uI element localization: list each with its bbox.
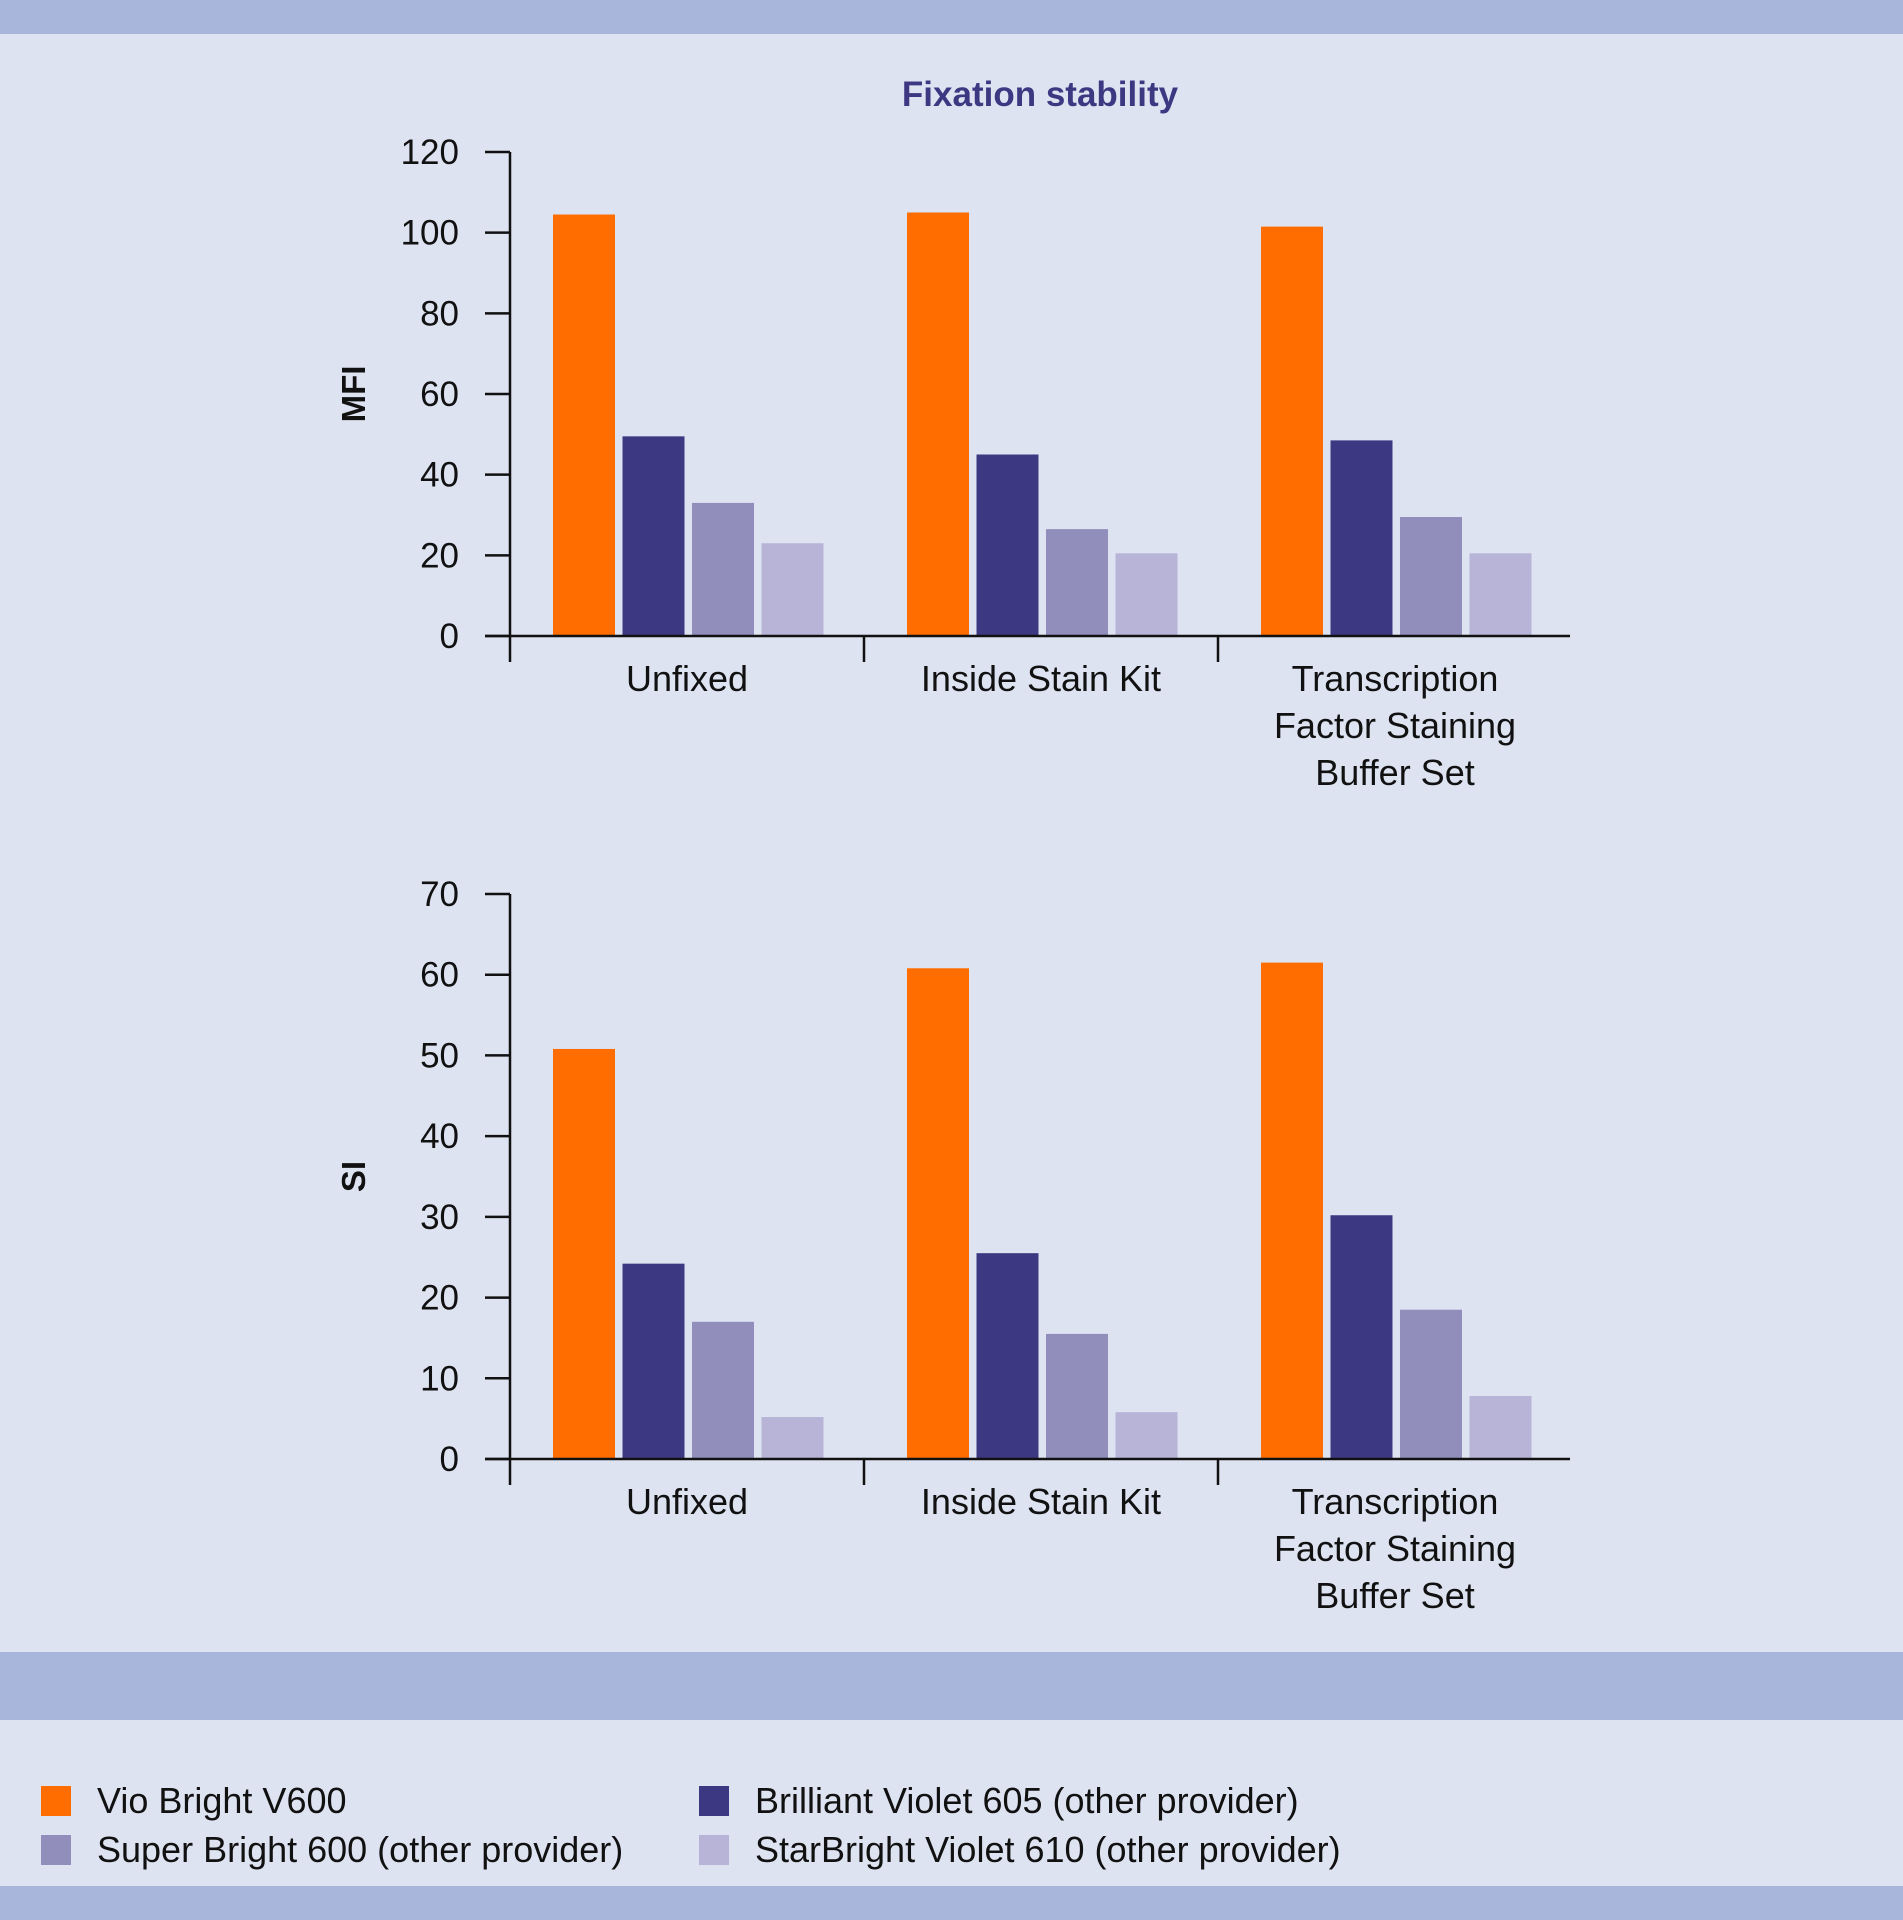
bar-starbright-violet-610-other-provider-1 [761, 1417, 824, 1459]
y-tick-label: 120 [401, 133, 459, 172]
x-tick-label: Inside Stain Kit [921, 658, 1161, 699]
y-tick-label: 0 [440, 1440, 459, 1479]
x-tick-label: Transcription Factor Staining Buffer Set [1274, 1481, 1516, 1616]
x-tick-label-line: Buffer Set [1315, 1575, 1474, 1616]
chart-title: Fixation stability [902, 75, 1179, 114]
legend-swatch [41, 1786, 71, 1816]
legend-label: Vio Bright V600 [97, 1780, 347, 1821]
x-tick-label: Unfixed [626, 658, 748, 699]
legend-swatch [699, 1786, 729, 1816]
bar-super-bright-600-other-provider-2 [1046, 529, 1108, 636]
bar-brilliant-violet-605-other-provider-3 [1330, 440, 1393, 636]
y-tick-label: 80 [420, 294, 459, 333]
bar-super-bright-600-other-provider-3 [1400, 517, 1462, 636]
bar-brilliant-violet-605-other-provider-1 [622, 1263, 685, 1459]
legend-label: Super Bright 600 (other provider) [97, 1829, 624, 1870]
x-tick-label-line: Factor Staining [1274, 1528, 1516, 1569]
bar-super-bright-600-other-provider-1 [692, 1321, 754, 1459]
legend-label: StarBright Violet 610 (other provider) [755, 1829, 1341, 1870]
y-tick-label: 20 [420, 536, 459, 575]
bar-vio-bright-v600-1 [553, 1048, 615, 1459]
y-axis-label: MFI [335, 366, 372, 423]
x-tick-label: Transcription Factor Staining Buffer Set [1274, 658, 1516, 793]
y-tick-label: 30 [420, 1198, 459, 1237]
bar-starbright-violet-610-other-provider-1 [761, 543, 824, 636]
x-tick-label-line: Buffer Set [1315, 752, 1474, 793]
y-tick-label: 10 [420, 1359, 459, 1398]
bar-super-bright-600-other-provider-2 [1046, 1333, 1108, 1459]
bar-vio-bright-v600-2 [907, 968, 969, 1459]
bar-vio-bright-v600-2 [907, 212, 969, 636]
bar-vio-bright-v600-3 [1261, 962, 1323, 1459]
legend-swatch [699, 1835, 729, 1865]
bar-super-bright-600-other-provider-1 [692, 502, 754, 636]
legend-label: Brilliant Violet 605 (other provider) [755, 1780, 1299, 1821]
legend-item-starbright-violet-610: StarBright Violet 610 (other provider) [699, 1829, 1341, 1871]
x-tick-label-line: Transcription [1292, 658, 1499, 699]
y-tick-label: 20 [420, 1279, 459, 1318]
legend-item-super-bright-600: Super Bright 600 (other provider) [41, 1829, 623, 1871]
y-tick-label: 0 [440, 617, 459, 656]
charts-canvas: Fixation stability020406080100120MFIUnfi… [335, 75, 1570, 1616]
bottom-band [0, 1886, 1903, 1920]
top-band [0, 0, 1903, 34]
x-tick-label-line: Unfixed [626, 658, 748, 699]
legend-swatch [41, 1835, 71, 1865]
bar-brilliant-violet-605-other-provider-3 [1330, 1215, 1393, 1459]
y-tick-label: 40 [420, 456, 459, 495]
bar-vio-bright-v600-3 [1261, 226, 1323, 636]
y-tick-label: 100 [401, 214, 459, 253]
y-tick-label: 60 [420, 375, 459, 414]
bar-starbright-violet-610-other-provider-3 [1469, 553, 1532, 636]
bar-brilliant-violet-605-other-provider-2 [976, 1253, 1039, 1459]
bar-super-bright-600-other-provider-3 [1400, 1309, 1462, 1459]
x-tick-label: Unfixed [626, 1481, 748, 1522]
bar-starbright-violet-610-other-provider-2 [1115, 1412, 1178, 1459]
y-tick-label: 50 [420, 1036, 459, 1075]
legend-item-brilliant-violet-605: Brilliant Violet 605 (other provider) [699, 1780, 1299, 1822]
bar-vio-bright-v600-1 [553, 214, 615, 636]
bar-starbright-violet-610-other-provider-2 [1115, 553, 1178, 636]
x-tick-label-line: Inside Stain Kit [921, 658, 1161, 699]
y-tick-label: 70 [420, 875, 459, 914]
y-tick-label: 40 [420, 1117, 459, 1156]
bar-brilliant-violet-605-other-provider-1 [622, 436, 685, 636]
x-tick-label-line: Unfixed [626, 1481, 748, 1522]
x-tick-label: Inside Stain Kit [921, 1481, 1161, 1522]
x-tick-label-line: Transcription [1292, 1481, 1499, 1522]
bar-brilliant-violet-605-other-provider-2 [976, 454, 1039, 636]
x-tick-label-line: Factor Staining [1274, 705, 1516, 746]
y-tick-label: 60 [420, 956, 459, 995]
legend-item-vio-bright-v600: Vio Bright V600 [41, 1780, 347, 1822]
y-axis-label: SI [335, 1161, 372, 1192]
legend: Vio Bright V600 Brilliant Violet 605 (ot… [0, 1740, 1903, 1886]
middle-band [0, 1652, 1903, 1720]
bar-starbright-violet-610-other-provider-3 [1469, 1396, 1532, 1459]
x-tick-label-line: Inside Stain Kit [921, 1481, 1161, 1522]
